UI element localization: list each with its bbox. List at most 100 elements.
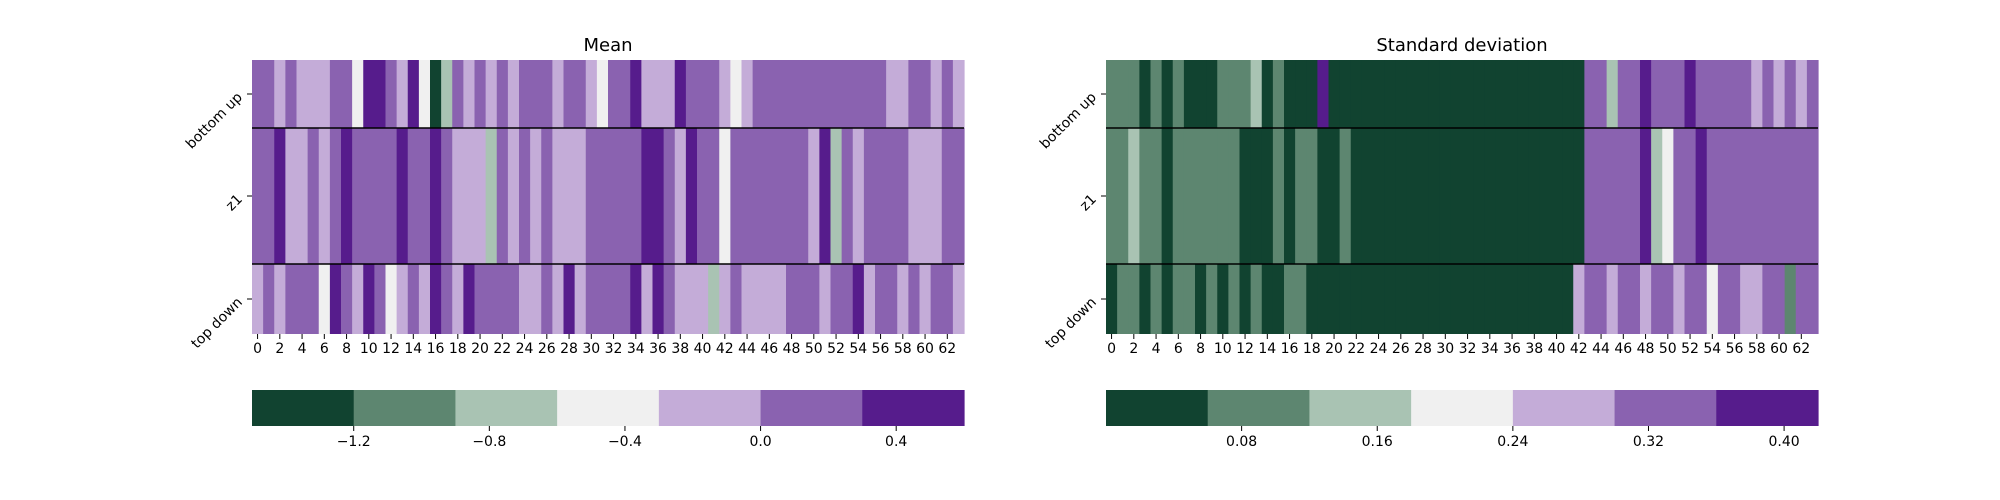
std-cell: [1239, 128, 1252, 264]
mean-cell: [385, 264, 398, 334]
std-x-tick-label: 22: [1347, 341, 1365, 357]
mean-colorbar-bin: [353, 390, 457, 426]
std-cell: [1528, 264, 1541, 334]
mean-cell: [563, 128, 576, 264]
mean-cell: [841, 60, 854, 128]
mean-cell: [396, 60, 409, 128]
std-cell: [1284, 264, 1296, 334]
std-cell: [1495, 60, 1508, 128]
mean-cell: [252, 264, 264, 334]
std-x-tick-label: 16: [1281, 341, 1299, 357]
std-cell: [1595, 128, 1608, 264]
mean-x-tick-label: 12: [382, 341, 400, 357]
std-cell: [1706, 128, 1719, 264]
std-cell: [1328, 128, 1341, 264]
std-x-tick-labels: 0 2 4 6 8 10 12 14 16 18 20 22 24 26 28 30 32 34 36 38 40 42 4…: [1107, 334, 1810, 357]
std-cell: [1128, 60, 1140, 128]
mean-cell: [863, 60, 876, 128]
std-cell: [1506, 128, 1519, 264]
mean-cell: [674, 60, 687, 128]
mean-cell: [763, 60, 776, 128]
mean-cell: [952, 264, 965, 334]
std-cell: [1784, 264, 1797, 334]
std-cell: [1261, 60, 1274, 128]
std-x-tick-label: 32: [1459, 341, 1477, 357]
mean-cell: [886, 264, 898, 334]
mean-x-tick-labels: 0 2 4 6 8 10 12 14 16 18 20 22 24 26 28 30 32 34 36 38 40 42 4…: [253, 334, 956, 357]
mean-cell: [263, 60, 275, 128]
mean-cell: [418, 264, 431, 334]
std-cell: [1439, 264, 1452, 334]
mean-cell: [352, 264, 364, 334]
std-cell: [1217, 264, 1229, 334]
mean-cell: [652, 264, 665, 334]
std-cell: [1384, 60, 1396, 128]
std-cell: [1729, 60, 1741, 128]
mean-cell: [574, 128, 587, 264]
mean-cell: [441, 60, 453, 128]
mean-x-tick-label: 4: [298, 341, 307, 357]
std-cell: [1806, 128, 1819, 264]
mean-cell: [952, 60, 965, 128]
std-cell: [1695, 264, 1708, 334]
std-cell: [1806, 264, 1819, 334]
std-cell: [1261, 128, 1274, 264]
std-cell: [1606, 264, 1619, 334]
mean-x-tick-label: 20: [471, 341, 489, 357]
std-cell: [1373, 264, 1385, 334]
std-cell: [1439, 128, 1452, 264]
mean-cell: [919, 60, 932, 128]
std-colorbar-tick-labels: 0.08 0.16 0.24 0.32 0.40: [1226, 426, 1800, 450]
std-cell: [1373, 128, 1385, 264]
mean-cell: [463, 264, 476, 334]
mean-colorbar: [252, 390, 965, 426]
std-cell: [1406, 264, 1419, 334]
std-cell: [1473, 60, 1485, 128]
std-cell: [1361, 128, 1374, 264]
mean-cell: [252, 60, 264, 128]
mean-cell: [930, 60, 943, 128]
std-cell: [1106, 264, 1118, 334]
std-cell: [1729, 264, 1741, 334]
mean-cell: [875, 60, 887, 128]
std-cell: [1751, 264, 1763, 334]
std-cell: [1462, 128, 1474, 264]
std-cell: [1206, 60, 1218, 128]
mean-cell: [641, 264, 654, 334]
mean-cell: [352, 60, 364, 128]
std-cell: [1272, 264, 1285, 334]
mean-x-tick-label: 32: [605, 341, 623, 357]
mean-cell: [430, 128, 442, 264]
std-colorbar-tick-label: 0.40: [1769, 434, 1800, 450]
std-cell: [1517, 60, 1530, 128]
mean-cell: [329, 128, 342, 264]
mean-cell: [719, 128, 731, 264]
std-cell: [1751, 60, 1763, 128]
std-row-labels: bottom up z1 top down: [1037, 89, 1106, 352]
mean-cell: [407, 264, 420, 334]
mean-cell: [719, 264, 731, 334]
std-cell: [1139, 128, 1152, 264]
mean-cell: [263, 264, 275, 334]
std-cell: [1395, 128, 1407, 264]
std-cell: [1673, 128, 1686, 264]
std-chart-title: Standard deviation: [1376, 35, 1547, 56]
mean-cell: [485, 60, 498, 128]
mean-cell: [830, 60, 843, 128]
std-cell: [1217, 128, 1229, 264]
std-cell: [1428, 60, 1441, 128]
std-x-tick-label: 12: [1236, 341, 1254, 357]
mean-cell: [574, 60, 587, 128]
mean-colorbar-tick-label: −1.2: [337, 434, 371, 450]
mean-cell: [285, 128, 298, 264]
mean-cell: [263, 128, 275, 264]
mean-colorbar-bin: [658, 390, 762, 426]
std-cell: [1117, 264, 1129, 334]
std-cell: [1250, 128, 1263, 264]
std-cell: [1106, 128, 1118, 264]
std-cell: [1751, 128, 1763, 264]
mean-cell: [552, 264, 565, 334]
mean-cell: [307, 60, 320, 128]
mean-cell: [797, 128, 809, 264]
